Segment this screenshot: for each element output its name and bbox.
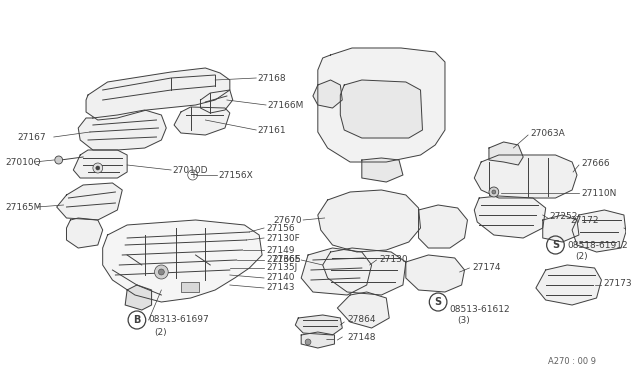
Polygon shape bbox=[102, 220, 262, 302]
Polygon shape bbox=[125, 285, 152, 310]
Text: 27063A: 27063A bbox=[530, 128, 564, 138]
Text: 27010D: 27010D bbox=[172, 166, 207, 174]
Polygon shape bbox=[406, 255, 465, 292]
Text: 27156X: 27156X bbox=[218, 170, 253, 180]
Text: 08313-61697: 08313-61697 bbox=[148, 315, 209, 324]
Text: 27165M: 27165M bbox=[5, 202, 41, 212]
Text: 27172: 27172 bbox=[570, 215, 598, 224]
Text: 27670: 27670 bbox=[274, 215, 303, 224]
Circle shape bbox=[159, 269, 164, 275]
Polygon shape bbox=[67, 218, 102, 248]
Circle shape bbox=[96, 166, 100, 170]
Circle shape bbox=[305, 339, 311, 345]
Circle shape bbox=[55, 156, 63, 164]
Text: A270 : 00 9: A270 : 00 9 bbox=[548, 357, 596, 366]
Text: 27665: 27665 bbox=[272, 256, 301, 264]
Polygon shape bbox=[323, 248, 406, 295]
Text: (2): (2) bbox=[154, 327, 167, 337]
Text: +: + bbox=[189, 170, 196, 180]
Text: 08518-61912: 08518-61912 bbox=[567, 241, 628, 250]
Text: 08513-61612: 08513-61612 bbox=[450, 305, 511, 314]
Circle shape bbox=[489, 187, 499, 197]
Polygon shape bbox=[78, 110, 166, 150]
Polygon shape bbox=[474, 196, 546, 238]
Text: 27135J: 27135J bbox=[266, 263, 297, 273]
Polygon shape bbox=[74, 150, 127, 178]
Circle shape bbox=[93, 163, 102, 173]
Text: 27173: 27173 bbox=[604, 279, 632, 288]
Text: 27143: 27143 bbox=[266, 283, 294, 292]
Polygon shape bbox=[174, 107, 230, 135]
Text: 27252: 27252 bbox=[550, 212, 578, 221]
Polygon shape bbox=[318, 190, 420, 252]
Text: 27130: 27130 bbox=[380, 256, 408, 264]
Text: 27161: 27161 bbox=[257, 125, 286, 135]
Text: 27168: 27168 bbox=[257, 74, 286, 83]
Polygon shape bbox=[337, 292, 389, 328]
Polygon shape bbox=[200, 90, 233, 113]
Polygon shape bbox=[419, 205, 467, 248]
Polygon shape bbox=[313, 80, 342, 108]
Text: 27130F: 27130F bbox=[266, 234, 300, 243]
Text: 27156: 27156 bbox=[266, 224, 294, 232]
Circle shape bbox=[492, 190, 496, 194]
Polygon shape bbox=[572, 210, 626, 252]
Polygon shape bbox=[301, 332, 335, 348]
Polygon shape bbox=[295, 315, 342, 335]
Text: (2): (2) bbox=[575, 251, 588, 260]
Circle shape bbox=[154, 265, 168, 279]
Text: 27149: 27149 bbox=[266, 246, 294, 254]
Polygon shape bbox=[318, 48, 445, 162]
Text: 27148: 27148 bbox=[347, 334, 376, 343]
Text: S: S bbox=[552, 240, 559, 250]
Text: 27666: 27666 bbox=[581, 158, 609, 167]
Polygon shape bbox=[489, 142, 523, 165]
Text: 27110N: 27110N bbox=[581, 189, 616, 198]
Polygon shape bbox=[57, 183, 122, 220]
Polygon shape bbox=[536, 265, 602, 305]
Text: 27136E: 27136E bbox=[266, 256, 300, 264]
Polygon shape bbox=[340, 80, 422, 138]
Text: 27174: 27174 bbox=[472, 263, 501, 273]
Text: S: S bbox=[435, 297, 442, 307]
Text: —: — bbox=[326, 335, 334, 344]
Text: 27140: 27140 bbox=[266, 273, 294, 282]
Bar bbox=[181, 282, 198, 292]
Polygon shape bbox=[362, 158, 403, 182]
Polygon shape bbox=[474, 155, 577, 198]
Text: 27167: 27167 bbox=[18, 132, 46, 141]
Polygon shape bbox=[86, 68, 230, 120]
Text: 27864: 27864 bbox=[347, 315, 376, 324]
Text: B: B bbox=[133, 315, 141, 325]
Polygon shape bbox=[301, 248, 372, 295]
Text: 27166M: 27166M bbox=[267, 100, 303, 109]
Polygon shape bbox=[543, 215, 579, 242]
Text: 27010Q: 27010Q bbox=[5, 157, 40, 167]
Text: (3): (3) bbox=[458, 315, 470, 324]
